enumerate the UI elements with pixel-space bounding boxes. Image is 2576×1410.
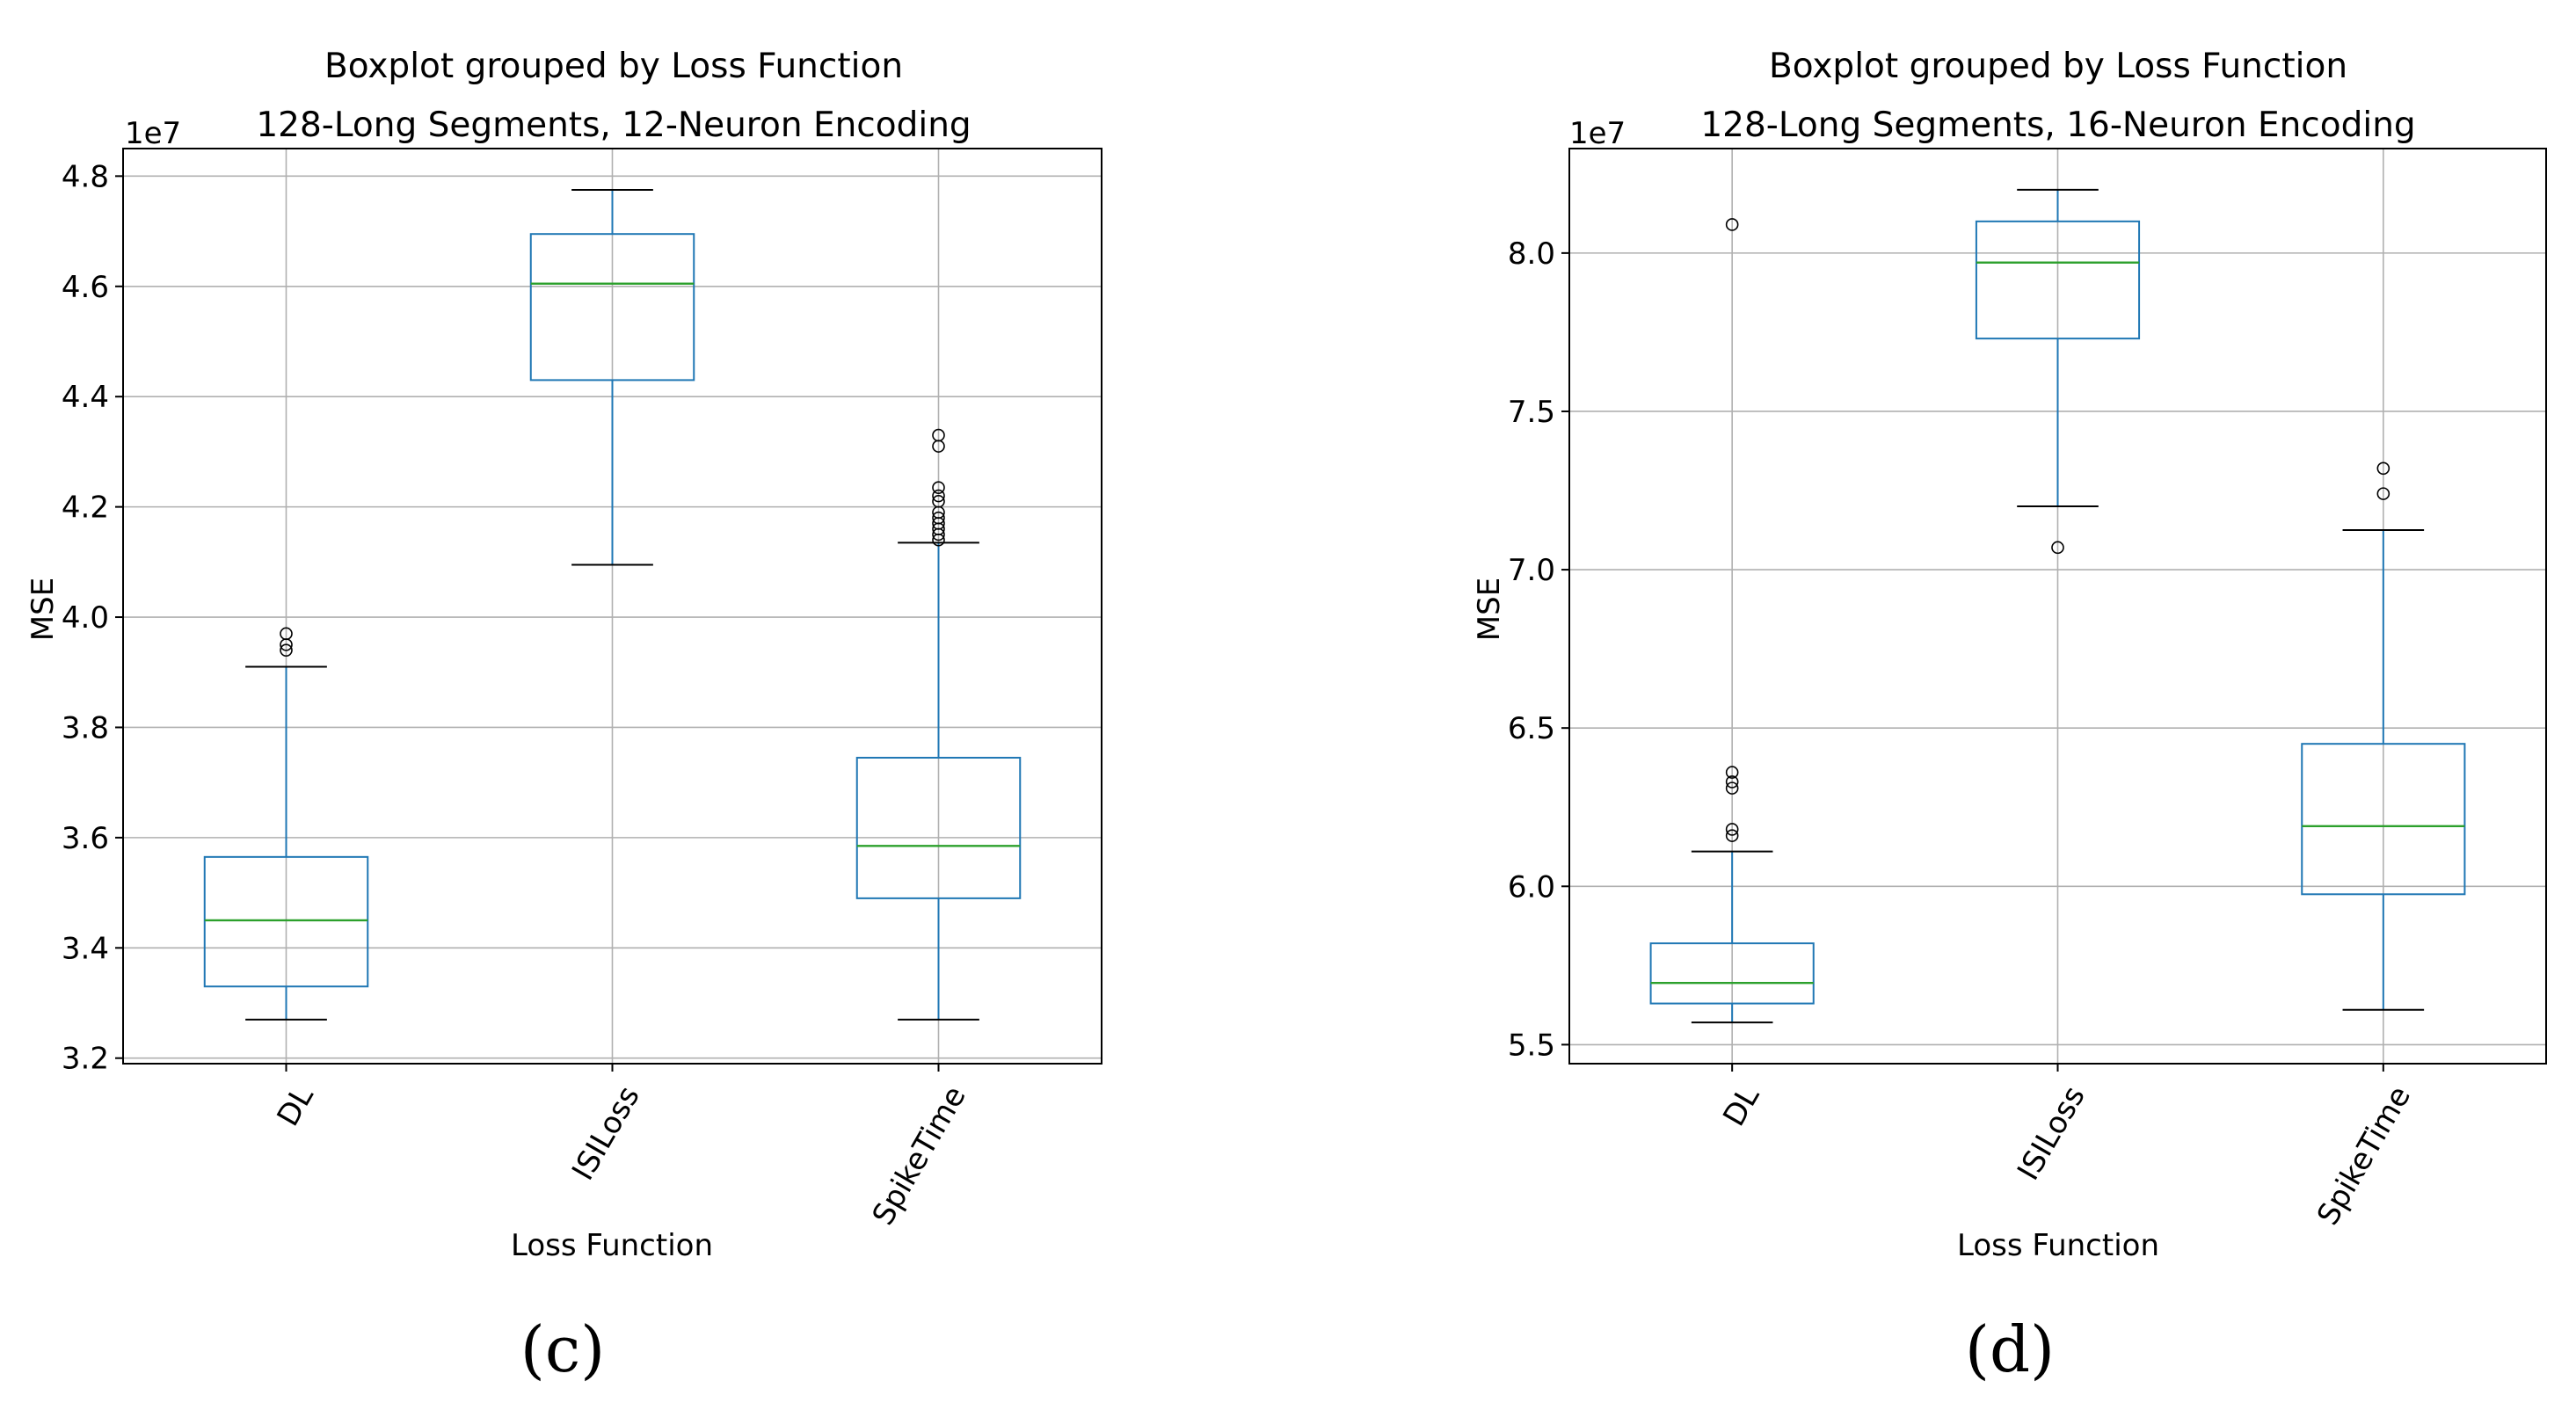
outlier-point [932,511,945,525]
box-DL [1649,218,1815,1024]
boxplot-panel-c: Boxplot grouped by Loss Function 128-Lon… [25,47,1102,1386]
chart-subtitle: 128-Long Segments, 12-Neuron Encoding [256,105,971,145]
x-tick-label: ISILoss [565,1080,647,1187]
outlier-point [280,627,293,641]
box-DL [203,627,369,1021]
y-axis-label: MSE [25,578,61,641]
chart-title: Boxplot grouped by Loss Function [1769,47,2347,86]
boxplot-panel-d: Boxplot grouped by Loss Function 128-Lon… [1472,47,2547,1386]
y-tick-label: 7.5 [1508,395,1555,430]
y-tick-label: 3.8 [62,710,109,745]
y-axis-multiplier: 1e7 [1569,116,1626,151]
iqr-box [2301,743,2466,896]
x-tick-label: SpikeTime [866,1080,973,1232]
x-tick-label: SpikeTime [2310,1080,2418,1232]
y-axis-multiplier: 1e7 [125,116,181,151]
outlier-point [2376,462,2390,476]
outlier-point [1725,781,1739,795]
x-tick-label: ISILoss [2011,1080,2092,1187]
box-ISILoss [529,189,695,566]
iqr-box [529,233,695,382]
outlier-point [2051,541,2064,555]
x-axis-label: Loss Function [511,1228,713,1263]
y-axis-label: MSE [1472,578,1507,641]
y-tick-label: 8.0 [1508,236,1555,272]
outlier-point [1725,829,1739,842]
y-tick-label: 3.6 [62,821,109,856]
panel-caption: (d) [1965,1312,2055,1386]
y-tick-label: 3.2 [62,1042,109,1077]
outlier-point [932,481,945,494]
outlier-point [932,495,945,508]
outlier-point [1725,775,1739,789]
y-tick-label: 4.8 [62,159,109,194]
x-tick-label: DL [271,1080,321,1132]
chart-subtitle: 128-Long Segments, 16-Neuron Encoding [1700,105,2415,145]
outlier-point [932,428,945,442]
y-tick-label: 3.4 [62,931,109,966]
chart-title: Boxplot grouped by Loss Function [324,47,903,86]
outlier-point [2376,487,2390,500]
y-tick-label: 4.2 [62,491,109,526]
outlier-point [280,643,293,657]
outlier-point [1725,823,1739,836]
y-tick-label: 6.0 [1508,869,1555,905]
iqr-box [1975,220,2141,340]
y-tick-label: 6.5 [1508,711,1555,746]
y-tick-label: 4.0 [62,600,109,636]
y-tick-label: 5.5 [1508,1028,1555,1063]
y-tick-label: 4.4 [62,380,109,415]
box-SpikeTime [2301,462,2466,1011]
iqr-box [855,756,1022,899]
iqr-box [1649,942,1815,1005]
panel-caption: (c) [520,1312,606,1386]
x-tick-label: DL [1716,1080,1766,1132]
box-SpikeTime [855,428,1022,1021]
iqr-box [203,855,369,988]
outlier-point [1725,218,1739,231]
outlier-point [932,489,945,503]
outlier-point [1725,766,1739,779]
y-tick-label: 7.0 [1508,553,1555,588]
y-tick-label: 4.6 [62,270,109,305]
box-ISILoss [1975,188,2141,555]
x-axis-label: Loss Function [1957,1228,2159,1263]
